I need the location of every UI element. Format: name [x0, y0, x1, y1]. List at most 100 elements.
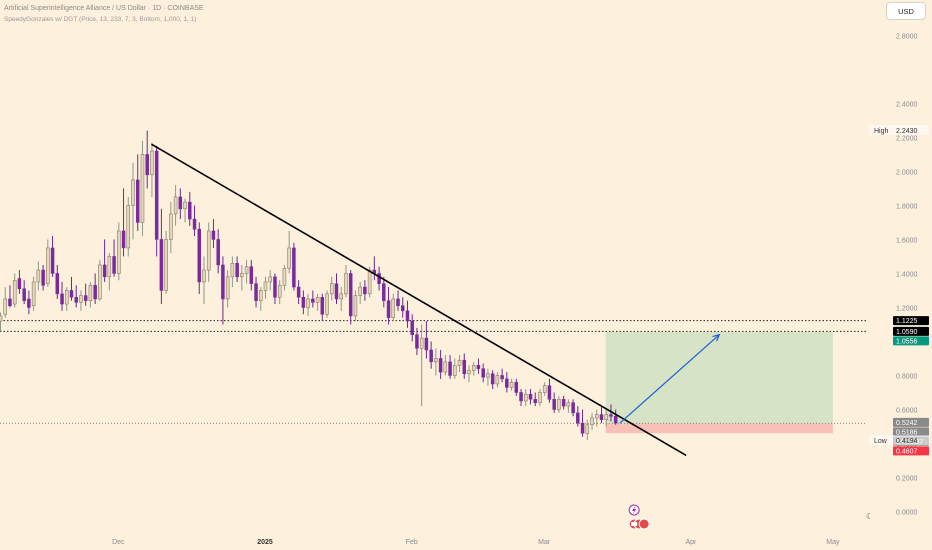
candle-body	[235, 262, 239, 278]
candle-body	[339, 293, 343, 300]
time-tick-label: Apr	[685, 539, 697, 546]
candle-body	[386, 300, 391, 318]
candle	[320, 293, 325, 322]
position-zones	[605, 332, 833, 434]
candle	[65, 287, 69, 311]
candle-body	[495, 375, 500, 385]
price-badge-text: 1.0590	[896, 329, 918, 336]
candle-body	[202, 269, 206, 283]
candle-body	[135, 179, 140, 223]
flash-icon-bolt	[632, 506, 637, 514]
currency-button[interactable]: USD	[886, 2, 926, 20]
candle	[514, 378, 519, 396]
time-axis[interactable]: Dec 2025 Feb Mar Apr May	[112, 539, 840, 546]
event-icons[interactable]	[628, 504, 650, 530]
candle-body	[41, 269, 45, 286]
candle-body	[221, 264, 225, 300]
candle	[117, 222, 121, 281]
candle	[98, 259, 102, 301]
price-badge-bg	[893, 326, 929, 336]
candle	[55, 264, 60, 299]
candle-body	[476, 365, 481, 369]
drawings[interactable]	[151, 143, 721, 457]
price-label-low: Low 0.4194	[869, 435, 929, 446]
projection-arrow	[619, 334, 720, 424]
candle	[178, 188, 183, 220]
price-badge-text: 0.5186	[896, 429, 918, 436]
price-tick-label: 1.6000	[896, 237, 918, 244]
price-tick-label: 2.2000	[896, 135, 918, 142]
candle-body	[353, 295, 358, 317]
candle	[571, 399, 575, 417]
candle	[457, 355, 462, 373]
candle-body	[396, 298, 400, 307]
moon-icon: ☾	[866, 512, 874, 521]
candle	[481, 363, 485, 383]
candle	[363, 280, 367, 301]
price-tick-label: 1.2000	[896, 305, 918, 312]
candle-body	[17, 278, 22, 290]
candle-body	[400, 305, 405, 312]
candle	[524, 389, 528, 407]
price-tick-label: 0.8000	[896, 373, 918, 380]
candle	[334, 273, 339, 305]
candle-body	[31, 281, 36, 307]
candle	[486, 368, 490, 386]
candle	[36, 261, 41, 291]
candle	[609, 404, 613, 422]
candle	[348, 270, 353, 325]
price-tick-label: 2.0000	[896, 169, 918, 176]
candle-body	[481, 368, 485, 378]
candle-body	[282, 268, 287, 286]
candle-body	[36, 269, 41, 283]
candle-body	[599, 414, 604, 420]
candle	[595, 409, 599, 427]
candle-body	[249, 266, 254, 284]
indicator-legend[interactable]: SpeedyGonzales w/ DGT (Price, 13, 233, 7…	[4, 16, 197, 23]
candle-body	[419, 337, 424, 349]
candle	[164, 230, 168, 294]
candle-body	[259, 290, 263, 301]
candle-body	[561, 399, 566, 407]
candle	[145, 130, 149, 189]
candle	[159, 208, 164, 305]
price-tick-label: 0.0000	[896, 509, 918, 516]
candle-body	[169, 213, 173, 240]
candle-body	[434, 358, 438, 363]
candle	[419, 324, 424, 407]
flash-icon	[628, 504, 640, 516]
price-label-bg	[869, 435, 929, 446]
candle	[311, 290, 315, 308]
candle-body	[595, 414, 599, 419]
candle	[434, 348, 438, 376]
horizontal-levels	[0, 320, 866, 424]
candle	[353, 290, 358, 322]
candle	[202, 256, 206, 305]
price-badge-text: 1.1225	[896, 318, 918, 325]
candle-body	[524, 393, 528, 402]
candle	[325, 290, 329, 318]
price-axis[interactable]: 2.8000 2.4000 2.2000 2.0000 1.8000 1.6000 1.40…	[896, 33, 918, 516]
symbol-title[interactable]: Artificial Superintelligence Alliance / …	[4, 5, 204, 12]
candle-body	[183, 201, 187, 210]
candle-body	[590, 417, 594, 426]
candle	[60, 281, 64, 311]
candle	[538, 389, 542, 407]
time-tick-label: Dec	[112, 539, 125, 546]
candle-body	[604, 414, 608, 420]
candle-body	[69, 290, 74, 298]
candle	[453, 358, 457, 379]
candle	[296, 280, 301, 305]
candle	[173, 185, 178, 226]
candle	[154, 145, 159, 257]
price-label-value: 2.2430	[896, 128, 918, 135]
candle-body	[334, 283, 339, 300]
candle-body	[192, 218, 197, 230]
candle-body	[311, 298, 315, 303]
candle	[259, 287, 263, 311]
candle-body	[117, 230, 121, 274]
candle-body	[173, 196, 178, 215]
projection-arrowhead	[712, 333, 721, 342]
